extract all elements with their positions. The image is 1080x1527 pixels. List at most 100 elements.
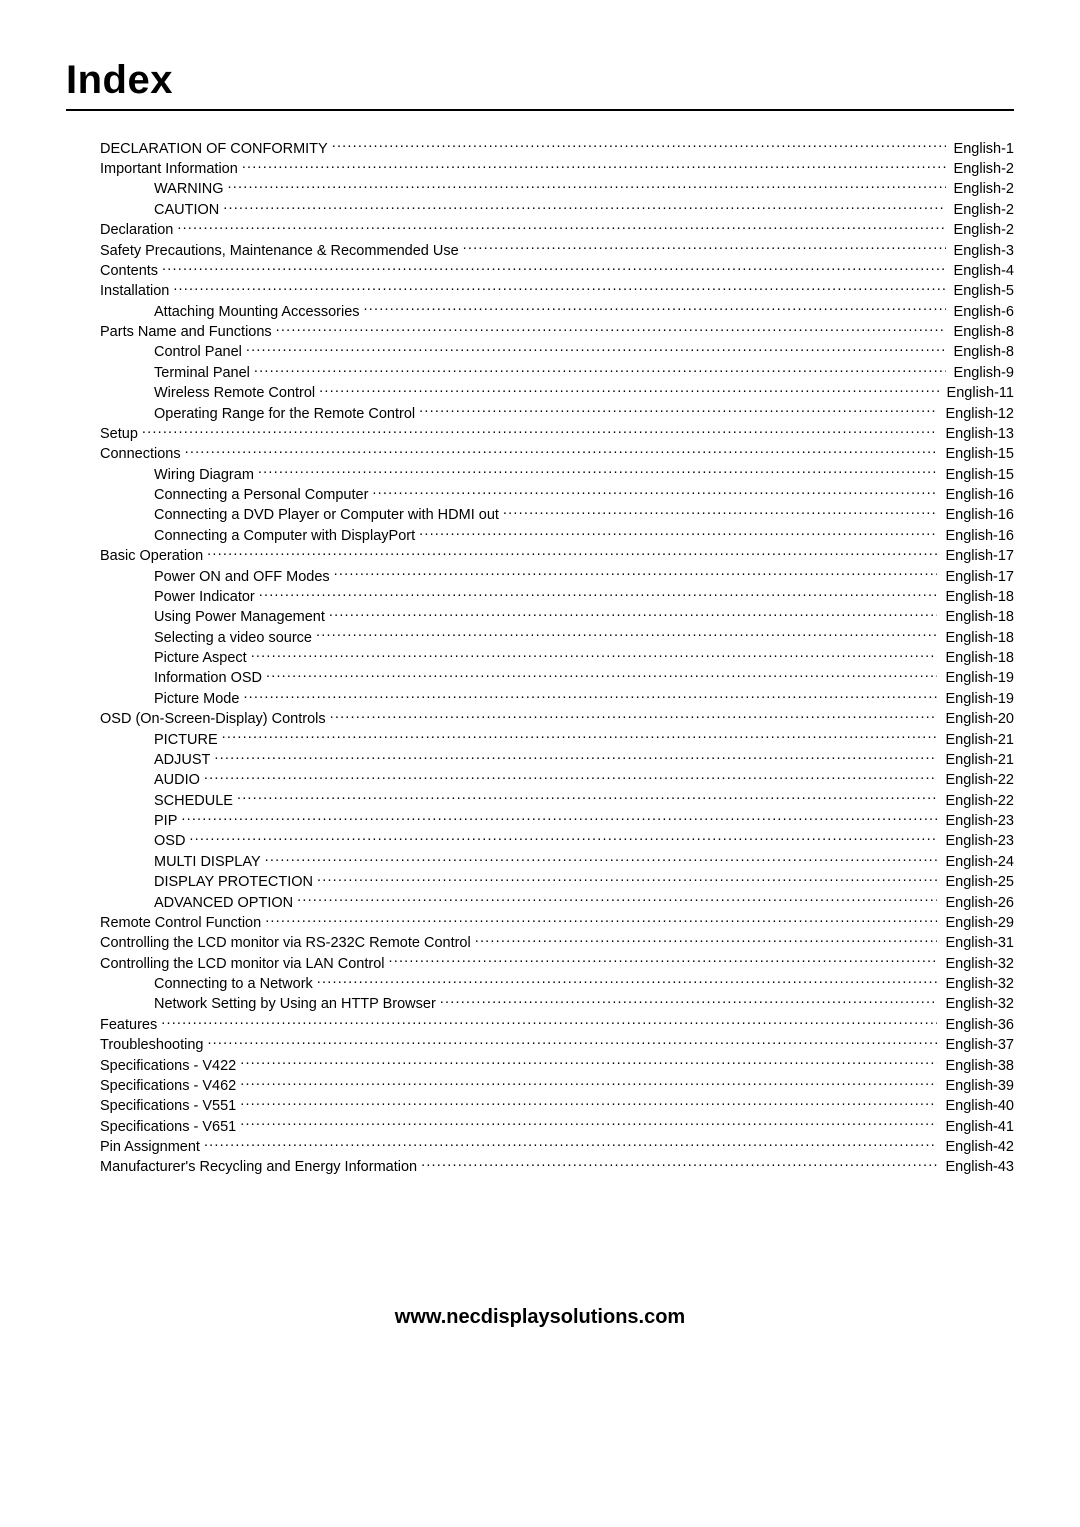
- toc-page: English-25: [939, 875, 1014, 890]
- toc-leader-dots: [240, 1055, 937, 1070]
- toc-leader-dots: [297, 892, 937, 907]
- toc-page: English-2: [948, 223, 1014, 238]
- toc-row: DISPLAY PROTECTION English-25: [100, 871, 1014, 891]
- toc-page: English-16: [939, 529, 1014, 544]
- toc-row: Safety Precautions, Maintenance & Recomm…: [100, 239, 1014, 259]
- toc-label: ADVANCED OPTION: [154, 896, 295, 911]
- toc-page: English-21: [939, 733, 1014, 748]
- toc-row: Picture Mode English-19: [100, 687, 1014, 707]
- toc-page: English-22: [939, 773, 1014, 788]
- toc-page: English-4: [948, 264, 1014, 279]
- toc-label: Network Setting by Using an HTTP Browser: [154, 997, 438, 1012]
- toc-row: Picture Aspect English-18: [100, 646, 1014, 666]
- toc-page: English-32: [939, 997, 1014, 1012]
- toc-page: English-19: [939, 692, 1014, 707]
- toc-row: Connecting a DVD Player or Computer with…: [100, 504, 1014, 524]
- toc-leader-dots: [204, 770, 938, 785]
- toc-leader-dots: [251, 648, 938, 663]
- toc-row: DECLARATION OF CONFORMITY English-1: [100, 137, 1014, 157]
- toc-label: Picture Mode: [154, 692, 241, 707]
- toc-leader-dots: [243, 688, 937, 703]
- toc-row: Connecting to a Network English-32: [100, 972, 1014, 992]
- toc-label: CAUTION: [154, 203, 221, 218]
- toc-row: Information OSD English-19: [100, 667, 1014, 687]
- toc-leader-dots: [265, 851, 938, 866]
- toc-row: Wiring Diagram English-15: [100, 463, 1014, 483]
- toc-label: Pin Assignment: [100, 1140, 202, 1155]
- toc-label: ADJUST: [154, 753, 212, 768]
- toc-label: Power ON and OFF Modes: [154, 570, 332, 585]
- toc-row: Controlling the LCD monitor via RS-232C …: [100, 932, 1014, 952]
- toc-row: Using Power Management English-18: [100, 606, 1014, 626]
- toc-label: Contents: [100, 264, 160, 279]
- table-of-contents: DECLARATION OF CONFORMITY English-1Impor…: [66, 137, 1014, 1176]
- toc-page: English-1: [948, 142, 1014, 157]
- toc-label: Installation: [100, 284, 171, 299]
- toc-row: OSD (On-Screen-Display) Controls English…: [100, 708, 1014, 728]
- toc-label: DECLARATION OF CONFORMITY: [100, 142, 330, 157]
- toc-row: Connecting a Computer with DisplayPort E…: [100, 524, 1014, 544]
- toc-leader-dots: [372, 485, 937, 500]
- toc-label: Parts Name and Functions: [100, 325, 274, 340]
- toc-label: Remote Control Function: [100, 916, 263, 931]
- toc-row: Specifications - V462 English-39: [100, 1074, 1014, 1094]
- toc-page: English-5: [948, 284, 1014, 299]
- toc-leader-dots: [317, 872, 937, 887]
- toc-label: Connecting to a Network: [154, 977, 315, 992]
- toc-label: MULTI DISPLAY: [154, 855, 263, 870]
- toc-page: English-13: [939, 427, 1014, 442]
- toc-row: Troubleshooting English-37: [100, 1034, 1014, 1054]
- toc-label: Connecting a Personal Computer: [154, 488, 370, 503]
- toc-leader-dots: [463, 240, 946, 255]
- toc-page: English-31: [939, 936, 1014, 951]
- toc-label: Using Power Management: [154, 610, 327, 625]
- toc-row: OSD English-23: [100, 830, 1014, 850]
- toc-row: Declaration English-2: [100, 219, 1014, 239]
- toc-label: Features: [100, 1018, 159, 1033]
- toc-label: Specifications - V551: [100, 1099, 238, 1114]
- toc-page: English-37: [939, 1038, 1014, 1053]
- toc-leader-dots: [207, 546, 937, 561]
- toc-page: English-32: [939, 977, 1014, 992]
- toc-row: MULTI DISPLAY English-24: [100, 850, 1014, 870]
- toc-row: Attaching Mounting Accessories English-6: [100, 300, 1014, 320]
- toc-page: English-3: [948, 244, 1014, 259]
- toc-leader-dots: [214, 749, 937, 764]
- toc-leader-dots: [189, 831, 937, 846]
- toc-leader-dots: [185, 444, 938, 459]
- toc-leader-dots: [330, 709, 938, 724]
- toc-leader-dots: [319, 383, 938, 398]
- footer-url: www.necdisplaysolutions.com: [0, 1306, 1080, 1329]
- toc-label: DISPLAY PROTECTION: [154, 875, 315, 890]
- toc-row: PICTURE English-21: [100, 728, 1014, 748]
- toc-label: Connecting a Computer with DisplayPort: [154, 529, 417, 544]
- toc-label: Basic Operation: [100, 549, 205, 564]
- toc-label: SCHEDULE: [154, 794, 235, 809]
- toc-row: PIP English-23: [100, 809, 1014, 829]
- toc-leader-dots: [246, 342, 946, 357]
- toc-leader-dots: [254, 362, 946, 377]
- toc-row: SCHEDULE English-22: [100, 789, 1014, 809]
- toc-leader-dots: [228, 179, 946, 194]
- toc-row: Setup English-13: [100, 422, 1014, 442]
- toc-leader-dots: [240, 1096, 937, 1111]
- toc-page: English-18: [939, 590, 1014, 605]
- toc-label: WARNING: [154, 182, 226, 197]
- toc-page: English-19: [939, 671, 1014, 686]
- toc-label: PICTURE: [154, 733, 220, 748]
- toc-page: English-41: [939, 1120, 1014, 1135]
- toc-leader-dots: [276, 322, 946, 337]
- toc-page: English-36: [939, 1018, 1014, 1033]
- toc-leader-dots: [240, 1075, 937, 1090]
- toc-row: Power Indicator English-18: [100, 585, 1014, 605]
- toc-label: PIP: [154, 814, 179, 829]
- toc-page: English-8: [948, 325, 1014, 340]
- toc-page: English-11: [941, 386, 1014, 401]
- toc-page: English-24: [939, 855, 1014, 870]
- toc-page: English-38: [939, 1059, 1014, 1074]
- toc-leader-dots: [503, 505, 938, 520]
- toc-leader-dots: [259, 586, 938, 601]
- toc-label: AUDIO: [154, 773, 202, 788]
- toc-leader-dots: [266, 668, 937, 683]
- toc-row: Remote Control Function English-29: [100, 911, 1014, 931]
